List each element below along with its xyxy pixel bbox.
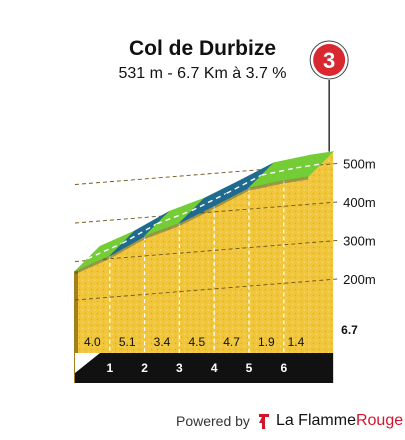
badge-disc [313,44,346,76]
brand-name-second: Rouge [355,412,404,429]
road-edge-3 [144,223,180,240]
brand-name-first: La Flamme [275,412,356,429]
flamme-rouge-logo-icon [258,414,269,429]
category-marker: 3 [309,40,349,152]
category-badge-label: 3 [323,48,335,73]
y-tick-label-300: 300m [343,234,376,249]
profile-left-edge [74,271,78,353]
road-edge-1 [75,255,110,275]
footer: Powered by La FlammeRouge [176,412,403,430]
total-distance-label: 6.7 [341,323,358,337]
km-marker-1: 1 [106,361,113,375]
y-tick-label-400: 400m [343,195,376,210]
road-centerline-4 [191,192,228,212]
road-centerline-5 [226,174,262,194]
km-marker-5: 5 [246,361,253,375]
profile-body [74,151,334,383]
powered-by-text: Powered by [176,413,250,429]
gradient-label-3: 3.4 [154,335,171,349]
profile-labels: 200m 300m 400m 500m 4.0 5.1 3.4 4.5 4.7 1.9 1.4 1 2 3… [84,157,376,376]
gradient-label-2: 5.1 [119,335,136,349]
gradient-label-7: 1.4 [288,335,305,349]
gradient-label-6: 1.9 [258,335,275,349]
road-edge-4 [179,205,215,227]
km-marker-6: 6 [280,361,287,375]
profile-road [74,151,335,275]
km-marker-2: 2 [141,361,148,375]
brand-name: La FlammeRouge [276,412,403,430]
gradient-label-4: 4.5 [188,335,205,349]
km-dividers [109,180,285,353]
gridline-400 [74,201,338,224]
km-marker-3: 3 [176,361,183,375]
gridline-200 [74,278,338,301]
profile-end-face [308,151,334,353]
road-edge-5 [214,187,249,209]
road-centerline-3 [156,209,193,225]
km-marker-4: 4 [211,361,218,375]
profile-base [75,353,334,383]
y-tick-label-500: 500m [343,157,376,172]
road-centerline-2 [121,223,158,244]
profile-front-face [75,176,309,353]
road-centerline-6 [261,167,297,176]
road-edge-6 [249,180,284,191]
road-centerline-7 [296,163,321,169]
road-edge-7 [283,176,309,184]
chart-subtitle: 531 m - 6.7 Km à 3.7 % [118,65,287,82]
gradient-label-1: 4.0 [84,335,101,349]
gradient-label-5: 4.7 [223,335,240,349]
road-centerline-1 [87,242,123,260]
gridline-300 [74,240,338,262]
chart-title: Col de Durbize [128,37,276,60]
y-tick-label-200: 200m [343,272,376,287]
road-edge-2 [109,236,145,259]
